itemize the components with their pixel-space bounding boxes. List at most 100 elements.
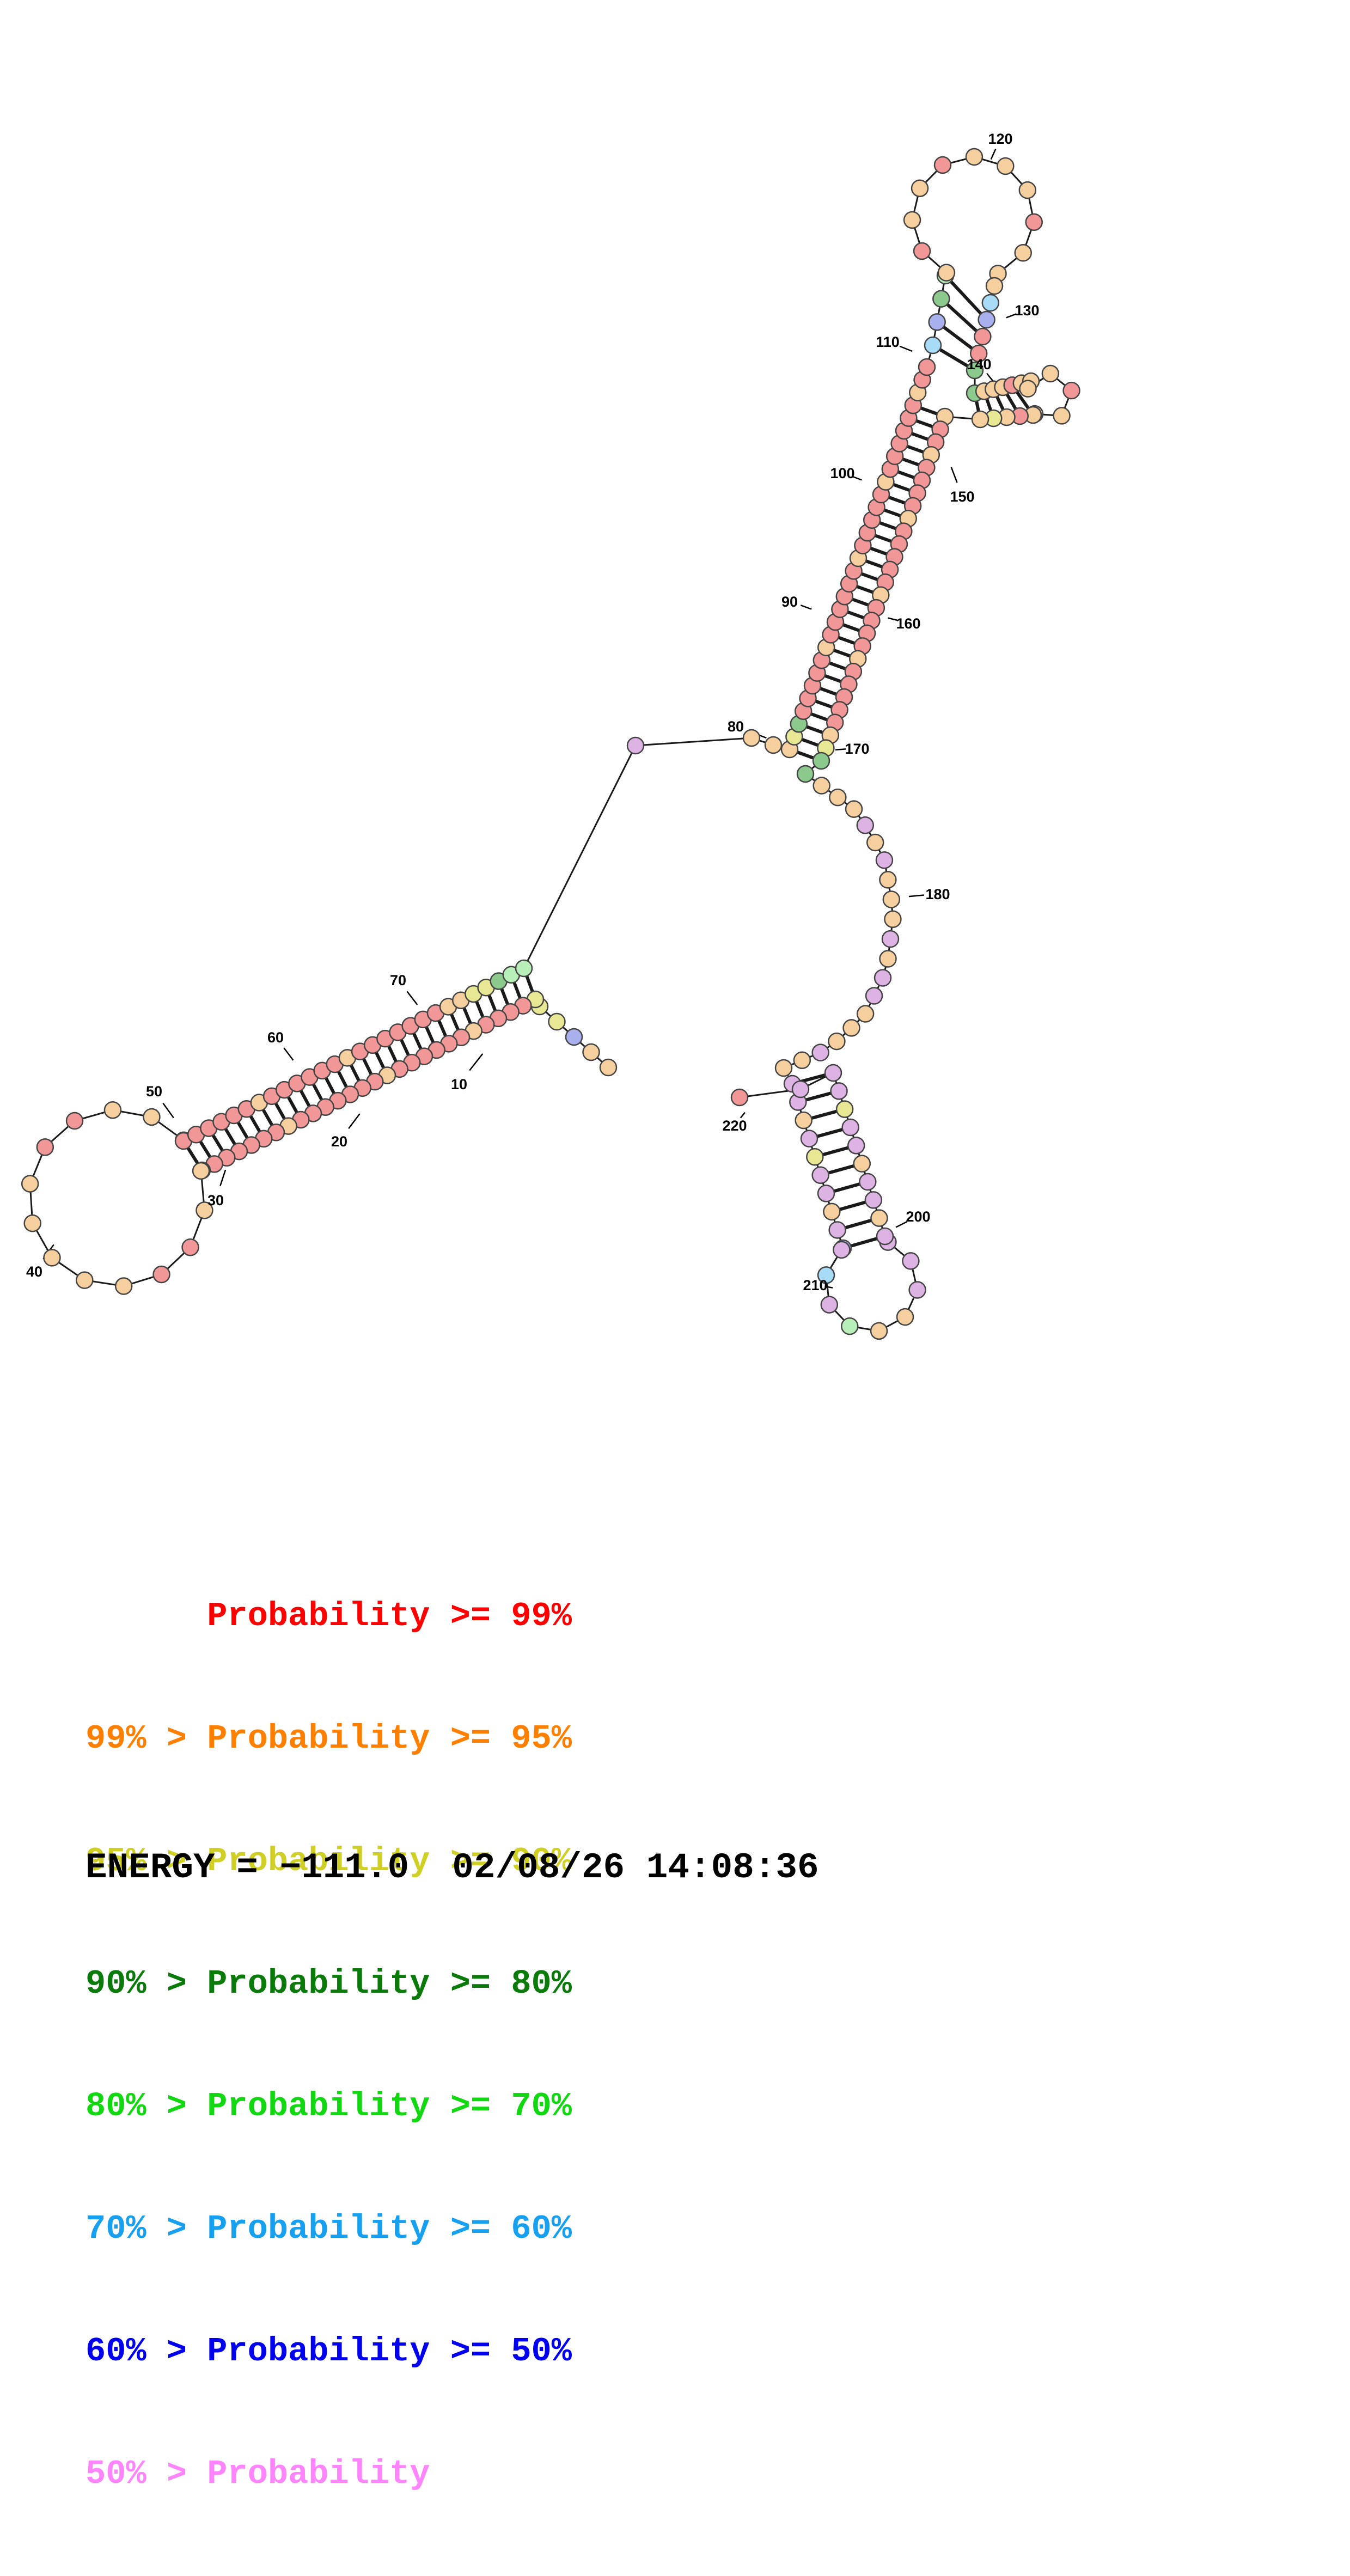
energy-text: ENERGY = −111.0 02/08/26 14:08:36 bbox=[85, 1847, 819, 1888]
nucleotide-hairpin-loop-bottom bbox=[870, 1322, 888, 1340]
nucleotide-big-right-loop bbox=[811, 1043, 829, 1061]
position-label-100: 100 bbox=[830, 465, 854, 481]
nucleotide-stem3-strand-b bbox=[859, 1173, 877, 1191]
backbone-line bbox=[29, 156, 1073, 1332]
nucleotide-big-right-loop bbox=[828, 1032, 846, 1051]
nucleotide-hairpin-loop-top bbox=[1014, 243, 1032, 262]
nucleotide-big-right-loop bbox=[865, 987, 883, 1005]
nucleotide-big-right-loop bbox=[856, 816, 875, 834]
nucleotide-five-prime-tail bbox=[599, 1058, 618, 1077]
label-leader-line bbox=[899, 345, 913, 352]
nucleotide-top-stem-strand-a bbox=[932, 290, 950, 308]
nucleotide-hairpin-loop-left bbox=[192, 1162, 210, 1180]
basepair-rung bbox=[940, 297, 984, 338]
rna-structure-diagram: 10 20 30 40 50 60 70 80 90 100 110 120 130 140 150 160 1… bbox=[21, 131, 1080, 1340]
nucleotide-five-prime-tail bbox=[582, 1043, 600, 1061]
position-label-30: 30 bbox=[207, 1192, 224, 1208]
legend-item-p95: 99% > Probability >= 95% bbox=[85, 1719, 572, 1758]
nucleotide-hairpin-loop-bottom bbox=[833, 1241, 851, 1259]
nucleotide-stem3-strand-a bbox=[806, 1147, 824, 1166]
label-leader-line bbox=[908, 894, 924, 898]
nucleotide-big-right-loop bbox=[882, 890, 901, 908]
nucleotide-pre-helix2 bbox=[764, 736, 783, 754]
position-label-150: 150 bbox=[950, 489, 974, 505]
nucleotide-top-stem-strand-b bbox=[981, 294, 1000, 312]
nucleotide-side-hairpin-loop bbox=[1053, 407, 1071, 425]
nucleotide-hairpin-loop-left bbox=[65, 1112, 84, 1130]
nucleotide-hairpin-loop-left bbox=[196, 1201, 213, 1219]
position-label-50: 50 bbox=[146, 1083, 162, 1100]
nucleotide-hairpin-loop-top bbox=[965, 148, 984, 166]
nucleotide-hairpin-loop-top bbox=[937, 264, 956, 282]
nucleotide-junction-node bbox=[626, 736, 645, 755]
position-label-80: 80 bbox=[728, 718, 744, 735]
nucleotide-top-stem-strand-b bbox=[985, 277, 1004, 295]
nucleotide-hairpin-loop-left bbox=[23, 1214, 41, 1232]
nucleotide-three-prime-tail bbox=[730, 1088, 749, 1107]
nucleotide-top-stem-strand-b bbox=[974, 327, 992, 346]
nucleotide-side-hairpin-loop bbox=[1062, 381, 1080, 400]
nucleotide-hairpin-loop-left bbox=[36, 1138, 54, 1156]
nucleotide-hairpin-loop-left bbox=[143, 1108, 161, 1126]
position-label-40: 40 bbox=[26, 1263, 42, 1280]
nucleotide-big-right-loop bbox=[881, 930, 900, 948]
nucleotide-three-prime-tail bbox=[791, 1080, 810, 1098]
nucleotide-hairpin-loop-bottom bbox=[896, 1308, 914, 1326]
nucleotide-helix2-strand-b bbox=[812, 752, 830, 770]
position-label-10: 10 bbox=[451, 1076, 467, 1092]
nucleotide-big-right-loop bbox=[875, 851, 894, 869]
nucleotide-big-right-loop bbox=[842, 1019, 860, 1037]
nucleotide-hairpin-loop-left bbox=[21, 1175, 39, 1193]
probability-legend: Probability >= 99% 99% > Probability >= … bbox=[85, 1514, 572, 2576]
nucleotide-side-hairpin-loop bbox=[1019, 380, 1037, 398]
nucleotide-stem3-strand-b bbox=[853, 1155, 871, 1173]
label-leader-line bbox=[469, 1053, 484, 1071]
position-label-160: 160 bbox=[896, 615, 920, 632]
position-label-60: 60 bbox=[267, 1029, 284, 1046]
nucleotide-stem3-strand-a bbox=[800, 1130, 818, 1147]
nucleotide-stem3-strand-b bbox=[847, 1137, 865, 1155]
nucleotide-stem3-strand-b bbox=[824, 1064, 842, 1082]
nucleotide-top-stem-strand-a bbox=[924, 336, 942, 355]
nucleotide-hairpin-loop-left bbox=[152, 1265, 170, 1284]
position-label-180: 180 bbox=[925, 886, 950, 902]
label-leader-line bbox=[740, 1112, 746, 1119]
nucleotide-big-right-loop bbox=[829, 788, 847, 807]
nucleotide-big-right-loop bbox=[856, 1005, 875, 1023]
nucleotide-big-right-loop bbox=[884, 910, 902, 929]
nucleotide-side-hairpin-loop bbox=[1041, 364, 1060, 383]
position-label-70: 70 bbox=[390, 972, 406, 988]
nucleotide-hairpin-loop-left bbox=[114, 1277, 133, 1295]
nucleotide-hairpin-loop-top bbox=[997, 157, 1015, 175]
position-label-130: 130 bbox=[1015, 302, 1039, 319]
nucleotide-stem3-strand-a bbox=[795, 1111, 813, 1130]
nucleotide-big-right-loop bbox=[866, 833, 884, 852]
label-leader-line bbox=[1006, 313, 1017, 319]
nucleotide-big-right-loop bbox=[796, 765, 815, 783]
nucleotide-hairpin-loop-top bbox=[1018, 181, 1037, 199]
legend-item-plt50: 50% > Probability bbox=[85, 2455, 430, 2493]
basepair-rung bbox=[944, 274, 988, 321]
nucleotide-stem3-strand-a bbox=[817, 1185, 835, 1202]
nucleotide-big-right-loop bbox=[845, 800, 863, 818]
label-leader-line bbox=[990, 149, 997, 160]
nucleotide-five-prime-tail bbox=[548, 1012, 566, 1031]
position-label-210: 210 bbox=[803, 1277, 827, 1293]
nucleotide-hairpin-loop-left bbox=[43, 1249, 61, 1267]
nucleotide-big-right-loop bbox=[879, 871, 897, 889]
label-leader-line bbox=[283, 1047, 294, 1061]
label-leader-line bbox=[950, 467, 958, 483]
nucleotide-side-stem-strand-b bbox=[971, 410, 989, 429]
position-label-170: 170 bbox=[845, 741, 869, 757]
nucleotide-stem3-strand-a bbox=[828, 1221, 846, 1239]
nucleotide-hairpin-loop-left bbox=[103, 1101, 122, 1119]
nucleotide-top-stem-strand-b bbox=[966, 361, 984, 380]
legend-item-p50: 60% > Probability >= 50% bbox=[85, 2332, 572, 2371]
position-label-20: 20 bbox=[331, 1133, 347, 1150]
legend-item-p60: 70% > Probability >= 60% bbox=[85, 2209, 572, 2248]
nucleotide-hairpin-loop-left bbox=[76, 1271, 94, 1289]
nucleotide-stem3-strand-b bbox=[870, 1209, 888, 1227]
nucleotide-stem3-strand-b bbox=[830, 1082, 848, 1100]
label-leader-line bbox=[162, 1103, 174, 1119]
position-label-120: 120 bbox=[988, 131, 1012, 147]
